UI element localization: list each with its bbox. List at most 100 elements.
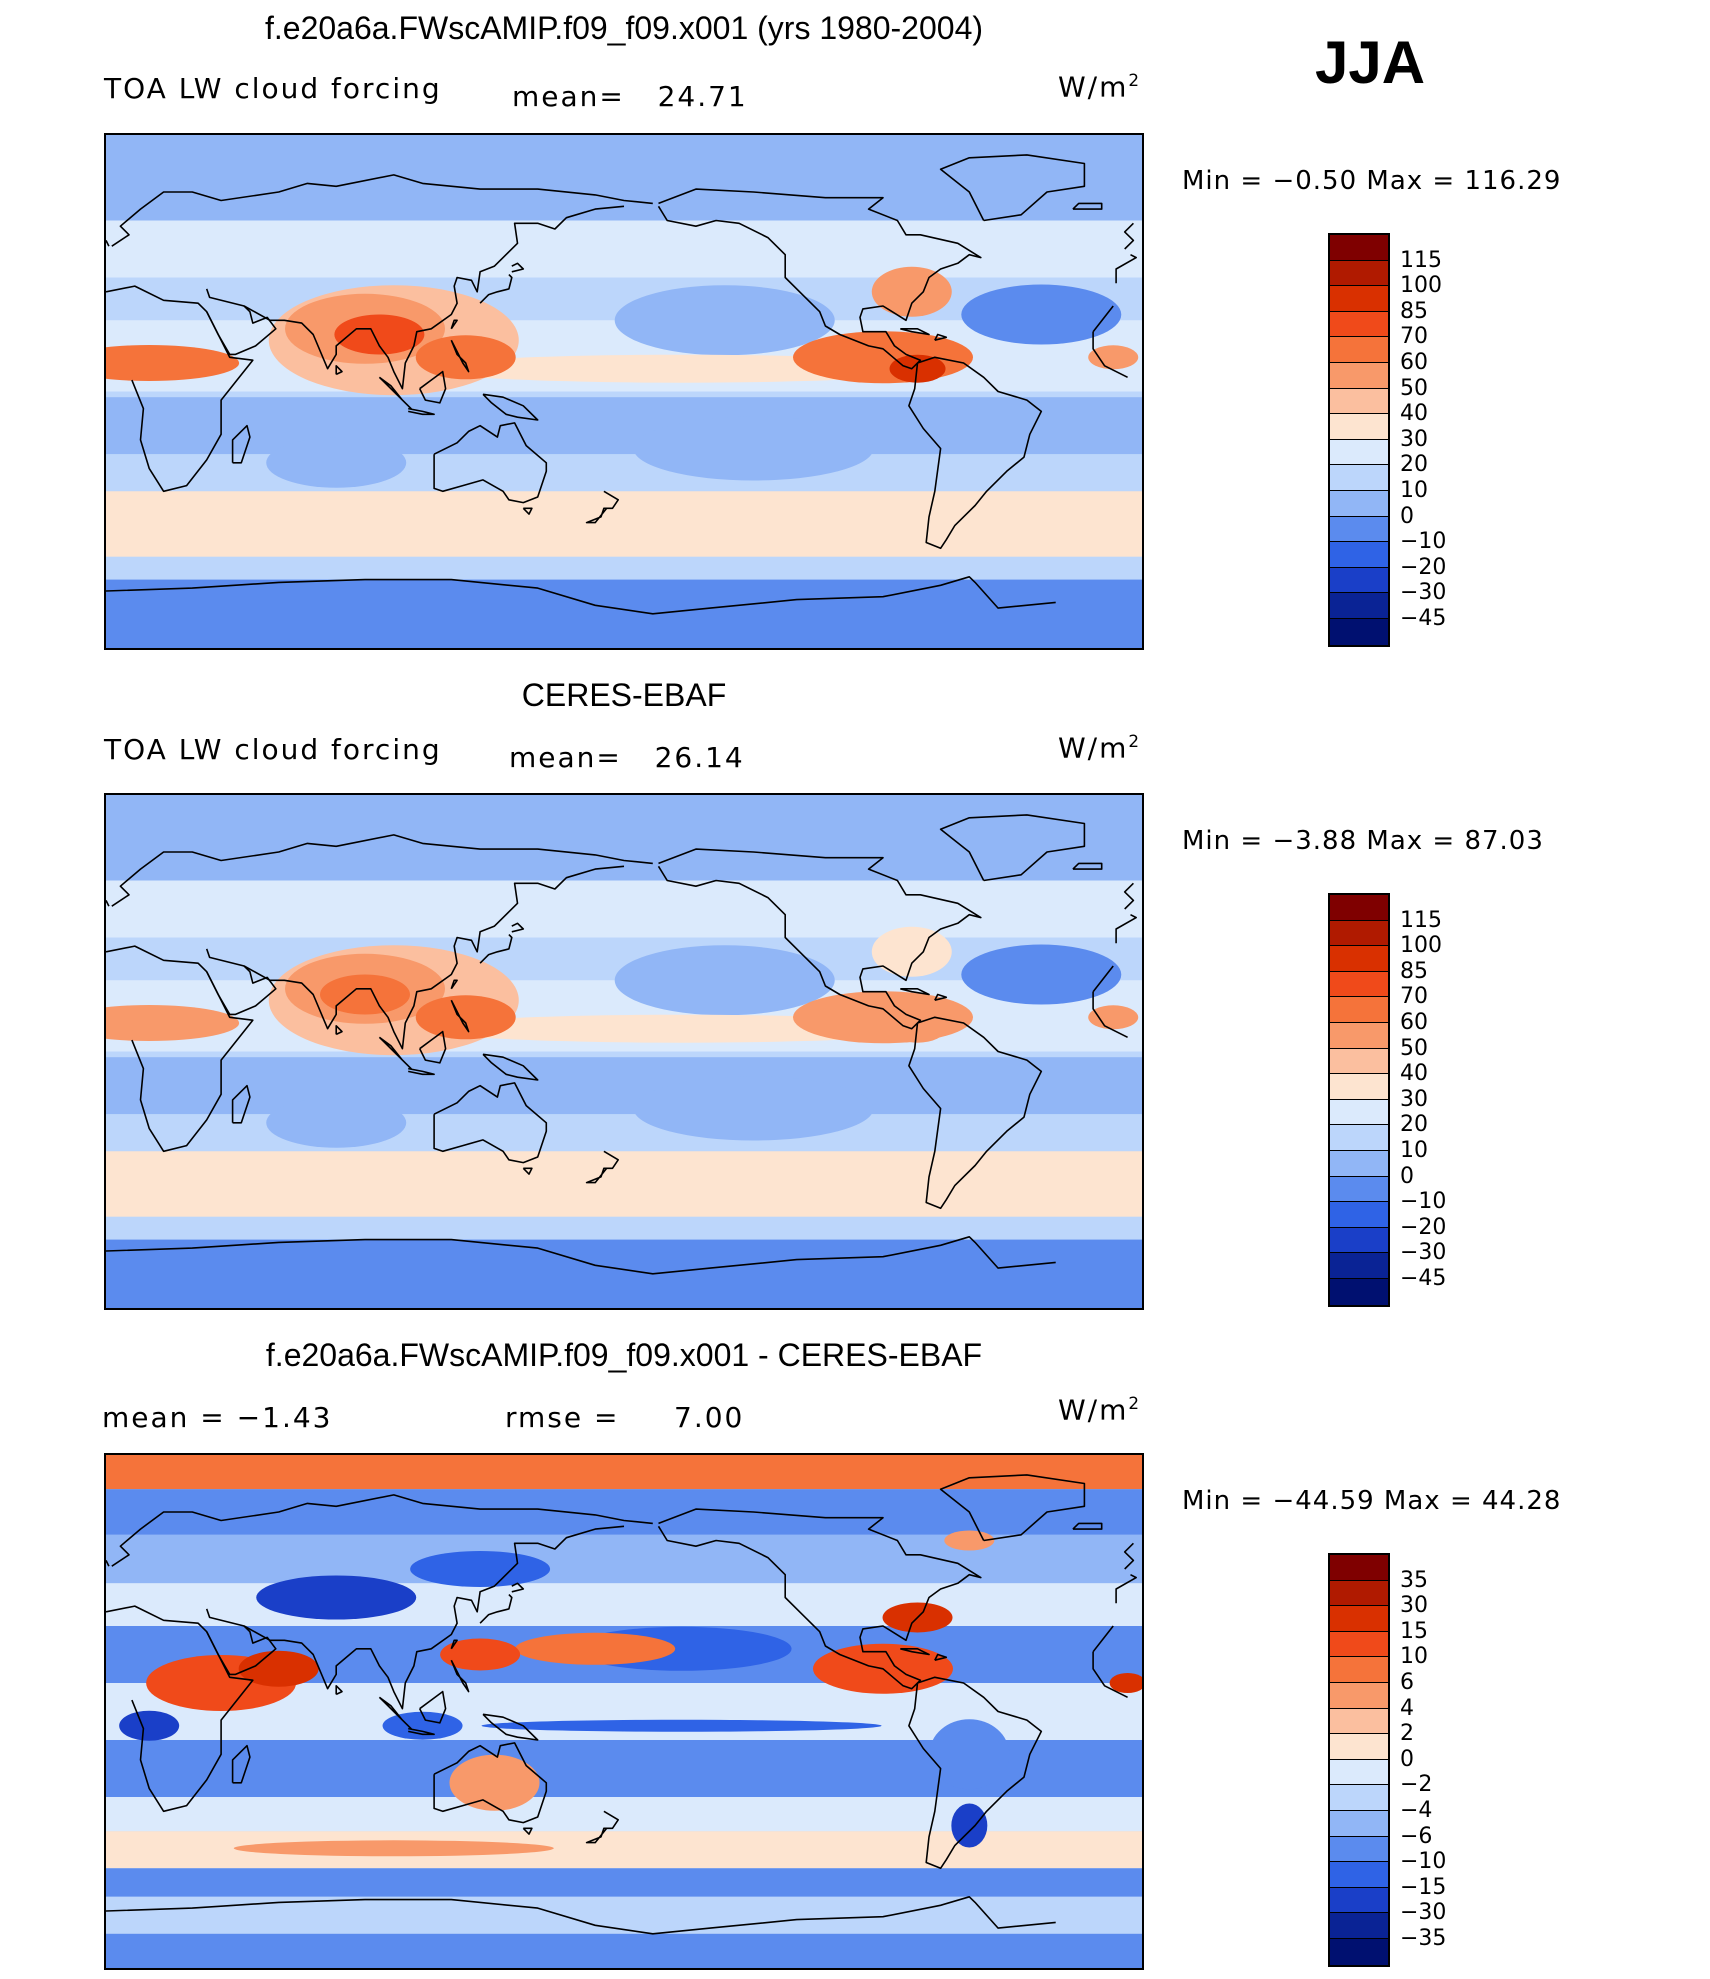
colorbar-tick-label: −20	[1400, 554, 1447, 580]
field-nh-midlat-band	[106, 220, 1142, 284]
coastline-segment	[908, 356, 1043, 550]
coastline-segment	[1092, 965, 1114, 993]
panel1-minmax: Min = −0.50 Max = 116.29	[1182, 166, 1562, 196]
coastline-segment	[111, 174, 653, 247]
coastline-segment	[450, 1659, 470, 1693]
coastline-segment	[1072, 1522, 1103, 1530]
field-n-atlantic-low	[961, 284, 1122, 345]
field	[106, 795, 1142, 1308]
panel2-mean-value: 26.14	[654, 741, 745, 774]
colorbar-swatch	[1330, 1759, 1388, 1786]
coastline-segment	[106, 1560, 110, 1567]
coastline-segment	[450, 1639, 458, 1650]
colorbar-tick-label: 115	[1400, 907, 1442, 933]
colorbar-swatch	[1330, 1580, 1388, 1607]
colorbar-tick-label: −4	[1400, 1798, 1433, 1823]
panel2-variable-label: TOA LW cloud forcing	[104, 733, 442, 766]
panel3-minmax: Min = −44.59 Max = 44.28	[1182, 1486, 1562, 1516]
coastline-segment	[418, 1690, 447, 1724]
colorbar-swatch	[1330, 337, 1388, 363]
coastline-segment	[1092, 1625, 1114, 1653]
coastline-segment	[939, 814, 1086, 882]
coastline-segment	[106, 1605, 254, 1813]
colorbar-swatch	[1330, 1022, 1388, 1049]
coastline-segment	[408, 1727, 435, 1736]
coastline-segment	[433, 422, 548, 504]
colorbar-tick-label: 60	[1400, 350, 1428, 375]
coastline-segment	[418, 370, 447, 404]
coastline-segment	[450, 979, 458, 990]
coastline-segment	[585, 1150, 620, 1184]
coastline-segment	[335, 1025, 343, 1036]
colorbar-tick-label: −30	[1400, 1240, 1447, 1266]
colorbar-tick-label: 0	[1400, 503, 1414, 529]
coastline-segment	[479, 274, 513, 304]
panel2-title: CERES-EBAF	[521, 677, 727, 713]
panel2-mean-label: mean= 26.14	[509, 741, 745, 774]
colorbar-swatch	[1330, 895, 1388, 921]
coastline-segment	[1115, 1573, 1137, 1604]
colorbar-tick-label: 70	[1400, 324, 1428, 350]
coastline-segment	[106, 285, 254, 493]
colorbar-swatch	[1330, 1227, 1388, 1254]
colorbar-swatch	[1330, 1048, 1388, 1075]
panel3-rmse-label: rmse = 7.00	[505, 1401, 745, 1434]
panel3-unit-label: W/m2	[1058, 1393, 1142, 1427]
colorbar-tick-label: 15	[1400, 1618, 1428, 1644]
field-congo-deficit	[119, 1710, 180, 1741]
field-ne-pacific-low	[614, 285, 835, 356]
coastline-segment	[205, 965, 277, 1016]
field-se-pacific-low	[633, 1076, 874, 1141]
field-central-asia-deficit	[256, 1575, 417, 1620]
colorbar-swatch	[1330, 1836, 1388, 1863]
colorbar-swatch	[1330, 997, 1388, 1023]
coastline-segment	[1092, 1651, 1128, 1699]
panel3-colorbar	[1328, 1553, 1390, 1967]
coastline-segment	[205, 305, 277, 356]
colorbar-tick-label: 85	[1400, 298, 1428, 324]
coastline-segment	[1072, 202, 1103, 210]
colorbar-swatch	[1330, 1810, 1388, 1837]
field-subarctic-band	[106, 1489, 1142, 1535]
coastline-segment	[900, 988, 930, 996]
field-philippine-sea	[415, 995, 516, 1040]
coastlines	[106, 1474, 1137, 1935]
panel1-map	[104, 133, 1144, 650]
field-philippine-surplus	[440, 1638, 521, 1671]
colorbar-tick-label: 50	[1400, 1035, 1428, 1061]
season-label: JJA	[1315, 29, 1426, 96]
colorbar-tick-label: −15	[1400, 1874, 1447, 1900]
field-arctic-band	[106, 1455, 1142, 1490]
colorbar-tick-label: −10	[1400, 1849, 1447, 1875]
colorbar-tick-label: 40	[1400, 401, 1428, 427]
coastline-segment	[1123, 1542, 1135, 1570]
coastline-segment	[335, 1685, 343, 1696]
colorbar-tick-label: 0	[1400, 1746, 1414, 1772]
colorbar-swatch	[1330, 1555, 1388, 1581]
field-monsoon-core	[320, 974, 410, 1015]
colorbar-tick-label: 100	[1400, 273, 1442, 299]
field-southern-ocean-band	[106, 556, 1142, 580]
coastline-segment	[939, 1474, 1086, 1542]
panel2-colorbar	[1328, 893, 1390, 1307]
field-se-pacific-low	[633, 416, 874, 481]
colorbar-tick-label: −10	[1400, 529, 1447, 555]
coastline-segment	[908, 1016, 1043, 1210]
colorbar-swatch	[1330, 1176, 1388, 1203]
field-sahel	[106, 1005, 240, 1041]
coastline-segment	[111, 834, 653, 907]
colorbar-tick-label: 100	[1400, 933, 1442, 959]
field-n-atlantic-low	[961, 944, 1122, 1005]
colorbar-tick-label: −30	[1400, 580, 1447, 606]
field-south-america-deficit	[929, 1719, 1010, 1790]
colorbar-tick-label: 60	[1400, 1010, 1428, 1035]
panel3-rmse-value: 7.00	[674, 1401, 745, 1434]
colorbar-swatch	[1330, 1253, 1388, 1279]
colorbar-tick-label: 0	[1400, 1163, 1414, 1189]
field-arctic-band	[106, 135, 1142, 221]
colorbar-tick-label: 4	[1400, 1695, 1414, 1721]
colorbar-swatch	[1330, 311, 1388, 338]
colorbar-tick-label: 50	[1400, 375, 1428, 401]
panel1-colorbar	[1328, 233, 1390, 647]
colorbar-swatch	[1330, 1657, 1388, 1683]
